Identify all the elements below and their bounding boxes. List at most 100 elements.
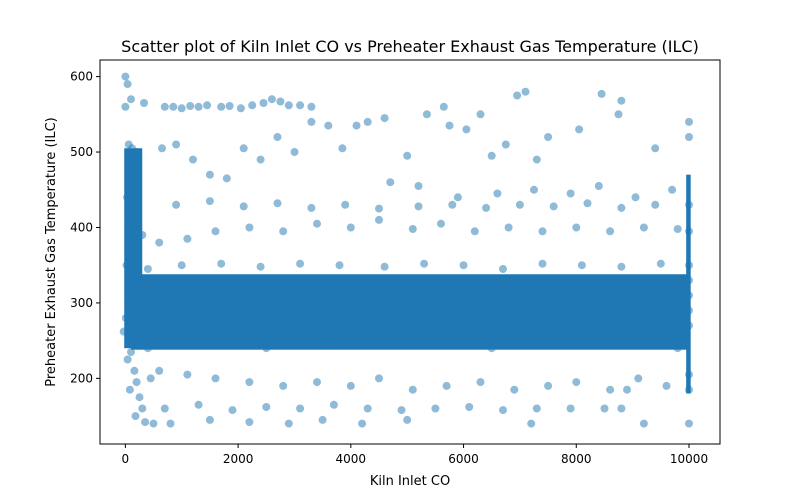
scatter-point [606,227,615,236]
scatter-point [127,215,135,224]
scatter-point [403,321,412,330]
scatter-point [358,419,367,428]
scatter-point [127,348,135,356]
scatter-point [132,148,141,156]
scatter-point [685,133,693,141]
scatter-point [128,321,137,330]
scatter-point [631,193,640,202]
scatter-point [138,276,147,285]
scatter-point [341,200,350,209]
scatter-point [129,306,138,315]
scatter-point [138,306,147,315]
scatter-point [130,366,139,375]
y-tick-label: 400 [70,220,93,234]
scatter-point [324,121,333,130]
scatter-point [245,223,254,232]
scatter-point [439,102,448,111]
scatter-point [487,151,496,160]
scatter-point [614,110,623,119]
scatter-point [363,404,372,413]
scatter-point [149,419,158,428]
scatter-point [673,344,682,353]
scatter-point [121,72,130,81]
scatter-point [276,97,285,106]
scatter-point [133,200,142,209]
scatter-point [493,189,502,198]
scatter-point [634,374,643,383]
scatter-point [248,101,257,110]
scatter-point [239,202,248,211]
x-axis-label: Kiln Inlet CO [370,474,450,489]
scatter-point [172,140,181,149]
scatter-point [532,404,541,413]
scatter-point [532,155,541,164]
y-axis-ticks: 200 300 400 500 600 [70,70,100,385]
scatter-point [538,259,547,268]
scatter-point [313,378,321,387]
scatter-point [375,204,383,213]
scatter-point [290,148,299,156]
scatter-point [279,381,288,390]
scatter-point [155,366,164,375]
scatter-point [290,321,299,330]
x-tick-label: 10000 [670,452,708,466]
scatter-point [183,234,192,243]
scatter-point [160,102,169,111]
scatter-point [177,104,186,113]
scatter-point [501,140,510,149]
scatter-point [307,117,316,126]
x-tick-label: 8000 [561,452,592,466]
scatter-point [177,321,186,330]
x-tick-label: 4000 [336,452,367,466]
scatter-point [234,321,243,330]
scatter-point [131,412,140,421]
scatter-point [685,419,693,428]
scatter-point [245,418,254,427]
scatter-point [530,185,538,194]
scatter-point [617,404,626,413]
scatter-point [346,291,355,300]
scatter-point [143,265,152,273]
scatter-point [420,259,429,268]
scatter-point [183,370,192,379]
scatter-point [346,223,355,232]
scatter-point [140,99,148,107]
scatter-point [177,276,186,285]
scatter-point [470,227,479,236]
scatter-point [628,306,637,315]
scatter-point [205,170,214,179]
y-axis-label: Preheater Exhaust Gas Temperature (ILC) [44,117,59,387]
scatter-point [397,406,406,415]
x-axis-ticks: 0 2000 4000 6000 8000 10000 [122,444,708,466]
scatter-point [205,197,214,206]
scatter-point [123,80,132,89]
scatter-point [138,332,147,341]
scatter-point [600,404,609,413]
scatter-point [575,125,584,134]
scatter-point [279,227,288,236]
scatter-point [119,327,128,336]
scatter-point [346,381,355,390]
scatter-point [462,125,471,134]
scatter-point [572,276,581,285]
scatter-point [685,291,693,300]
scatter-point [414,202,423,211]
scatter-point [177,291,186,300]
scatter-point [459,261,468,270]
scatter-point [296,259,305,268]
scatter-point [138,231,147,239]
scatter-point [431,404,440,413]
scatter-point [453,193,462,202]
scatter-point [158,144,166,153]
scatter-point [583,199,592,208]
scatter-point [228,406,237,415]
scatter-point [651,200,660,209]
scatter-point [459,276,468,285]
scatter-point [217,102,226,111]
y-tick-label: 200 [70,371,93,385]
scatter-point [510,385,519,394]
y-tick-label: 300 [70,296,93,310]
scatter-point [685,385,693,394]
scatter-point [513,91,522,100]
